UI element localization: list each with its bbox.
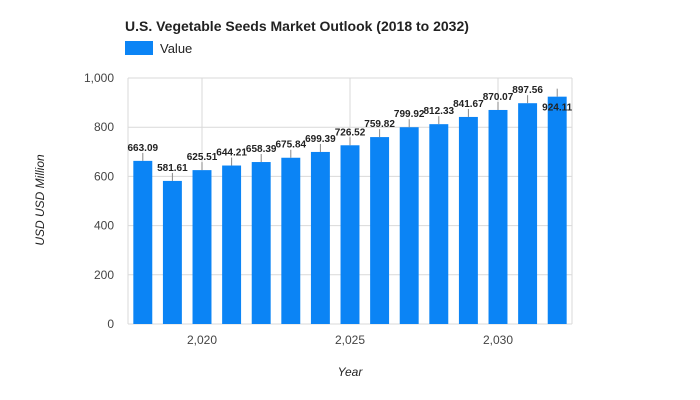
bar — [458, 116, 478, 324]
data-label: 663.09 — [128, 143, 159, 154]
bar — [222, 165, 242, 324]
data-label: 625.51 — [187, 152, 218, 163]
data-label: 581.61 — [157, 163, 188, 174]
y-tick-label: 800 — [94, 120, 114, 134]
x-axis-title: Year — [338, 365, 364, 379]
y-axis-ticks: 0 200 400 600 800 1,000 — [84, 71, 114, 331]
data-label: 726.52 — [335, 127, 366, 138]
bar — [488, 109, 508, 324]
x-tick-label: 2,020 — [187, 333, 217, 347]
bar — [281, 157, 301, 324]
y-tick-label: 1,000 — [84, 71, 114, 85]
bar — [162, 180, 182, 324]
x-axis-ticks: 2,020 2,025 2,030 — [187, 333, 513, 347]
y-tick-label: 400 — [94, 219, 114, 233]
y-tick-label: 200 — [94, 268, 114, 282]
x-tick-label: 2,025 — [335, 333, 365, 347]
bar — [429, 124, 449, 325]
x-tick-label: 2,030 — [483, 333, 513, 347]
data-label: 759.82 — [364, 119, 395, 130]
bar — [340, 145, 360, 324]
bar — [518, 103, 538, 324]
bar — [370, 137, 390, 324]
bars — [133, 96, 567, 325]
bar — [192, 170, 212, 324]
legend-label: Value — [160, 41, 192, 56]
legend-swatch — [125, 41, 153, 55]
bar — [251, 162, 271, 324]
data-label: 924.11 — [542, 103, 572, 114]
chart-title: U.S. Vegetable Seeds Market Outlook (201… — [125, 18, 469, 34]
bar — [547, 96, 567, 324]
bar — [310, 151, 330, 324]
bar — [399, 127, 419, 324]
legend: Value — [125, 41, 192, 56]
y-tick-label: 600 — [94, 169, 114, 183]
y-axis-title: USD USD Million — [33, 154, 47, 246]
data-label: 799.92 — [394, 109, 425, 120]
data-label: 812.33 — [424, 106, 455, 117]
data-label: 658.39 — [246, 144, 277, 155]
data-label: 897.56 — [512, 85, 543, 96]
data-label: 675.84 — [276, 140, 307, 151]
data-label: 699.39 — [305, 134, 336, 145]
data-label: 870.07 — [483, 92, 514, 103]
data-label: 644.21 — [216, 148, 247, 159]
data-label: 841.67 — [453, 99, 484, 110]
y-tick-label: 0 — [107, 317, 114, 331]
bar — [133, 160, 153, 324]
